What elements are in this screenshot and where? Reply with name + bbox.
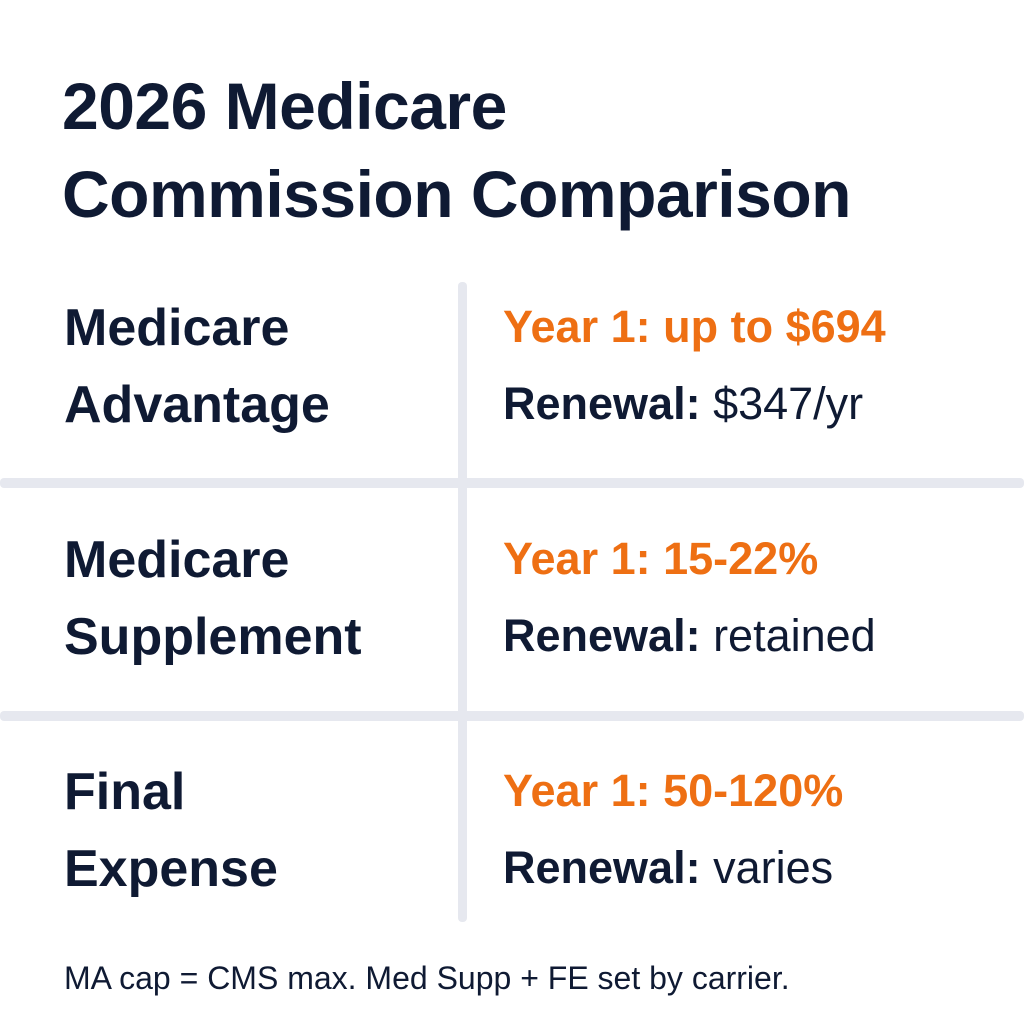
plan-name-line-1: Final	[64, 763, 186, 821]
row-divider-2	[0, 711, 1024, 721]
renewal-value: retained	[713, 610, 876, 661]
year1-commission: Year 1: 50-120%	[503, 765, 844, 816]
renewal-label: Renewal:	[503, 842, 714, 893]
footnote: MA cap = CMS max. Med Supp + FE set by c…	[64, 960, 790, 996]
renewal-commission: Renewal: varies	[503, 834, 1013, 902]
plan-name-line-2: Expense	[64, 840, 278, 898]
title-line-2: Commission Comparison	[62, 157, 851, 231]
year1-commission: Year 1: 15-22%	[503, 533, 819, 584]
plan-name-line-2: Supplement	[64, 608, 362, 666]
plan-name: Medicare Supplement	[64, 522, 454, 676]
renewal-value: $347/yr	[713, 378, 864, 429]
renewal-commission: Renewal: retained	[503, 602, 1013, 670]
year1-commission: Year 1: up to $694	[503, 301, 886, 352]
plan-name: Final Expense	[64, 754, 454, 908]
renewal-commission: Renewal: $347/yr	[503, 370, 1013, 438]
page-title: 2026 Medicare Commission Comparison	[62, 62, 1002, 238]
row-medicare-advantage: Medicare Advantage Year 1: up to $694 Re…	[0, 290, 1024, 470]
plan-name-line-2: Advantage	[64, 376, 330, 434]
renewal-value: varies	[713, 842, 834, 893]
title-line-1: 2026 Medicare	[62, 69, 507, 143]
plan-name: Medicare Advantage	[64, 290, 454, 444]
row-divider-1	[0, 478, 1024, 488]
plan-name-line-1: Medicare	[64, 299, 290, 357]
column-divider	[458, 282, 467, 922]
plan-name-line-1: Medicare	[64, 531, 290, 589]
row-medicare-supplement: Medicare Supplement Year 1: 15-22% Renew…	[0, 522, 1024, 702]
renewal-label: Renewal:	[503, 610, 714, 661]
renewal-label: Renewal:	[503, 378, 714, 429]
row-final-expense: Final Expense Year 1: 50-120% Renewal: v…	[0, 754, 1024, 934]
